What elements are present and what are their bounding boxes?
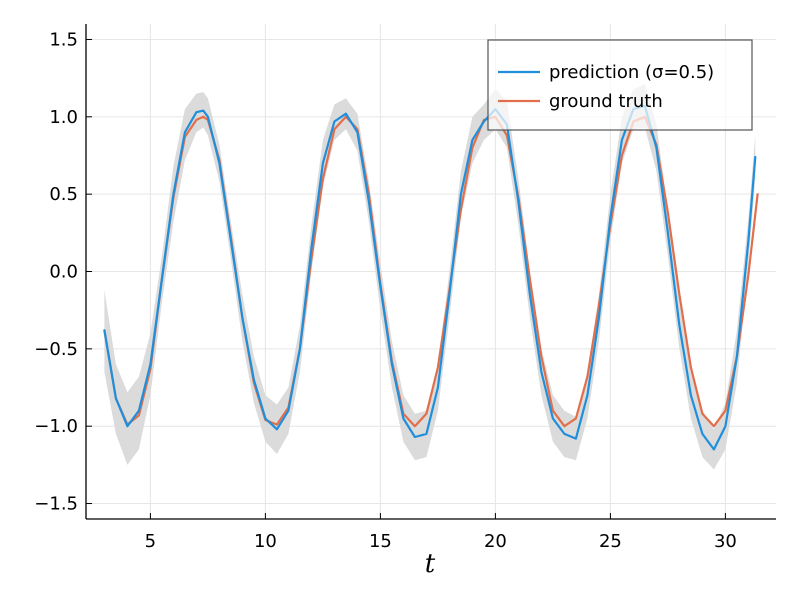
y-tick-label: −0.5 (34, 339, 78, 360)
uncertainty-band-layer (104, 84, 756, 470)
x-tick-label: 5 (145, 531, 156, 552)
legend: prediction (σ=0.5) ground truth (487, 39, 753, 131)
x-tick-label: 15 (369, 531, 392, 552)
y-tick-label: −1.0 (34, 416, 78, 437)
x-tick-label: 20 (484, 531, 507, 552)
y-tick-label: 0.5 (49, 184, 78, 205)
legend-label-ground-truth: ground truth (549, 91, 663, 112)
tick-labels: 5 10 15 20 25 30 −1.5 −1.0 −0.5 0.0 0.5 1.0 1.5 (34, 29, 737, 552)
x-axis-label: t (425, 549, 436, 579)
x-tick-label: 30 (714, 531, 737, 552)
uncertainty-band (104, 84, 756, 470)
y-tick-label: 1.5 (49, 29, 78, 50)
axes (85, 24, 776, 520)
legend-box (487, 39, 753, 131)
y-tick-label: 0.0 (49, 262, 78, 283)
y-tick-label: −1.5 (34, 494, 78, 515)
y-tick-label: 1.0 (49, 107, 78, 128)
x-tick-label: 10 (254, 531, 277, 552)
x-tick-label: 25 (599, 531, 622, 552)
legend-label-prediction: prediction (σ=0.5) (549, 62, 714, 83)
